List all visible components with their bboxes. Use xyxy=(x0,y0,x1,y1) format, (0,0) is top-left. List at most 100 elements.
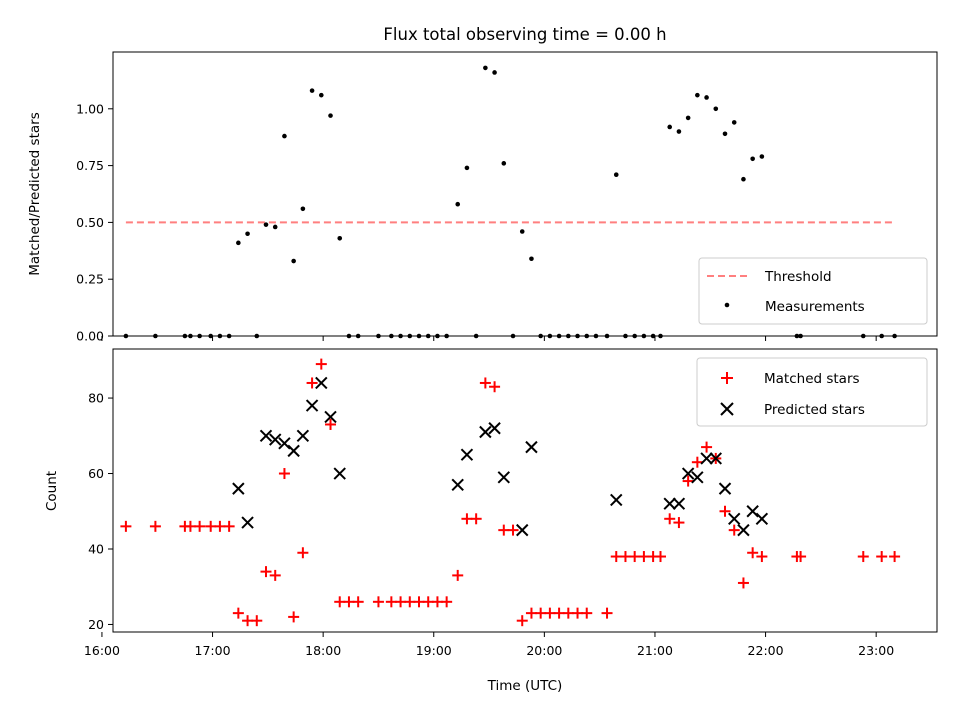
count-x-tick-label: 23:00 xyxy=(858,643,894,658)
measurement-point xyxy=(713,106,719,112)
matched-star-point xyxy=(184,520,196,532)
predicted-star-point xyxy=(746,505,759,518)
measurement-point xyxy=(695,92,700,98)
count-y-ticks: 20 40 60 80 xyxy=(88,391,113,632)
predicted-star-point xyxy=(516,523,529,537)
ratio-y-tick-label: 0.25 xyxy=(76,272,104,287)
predicted-star-point xyxy=(718,482,732,495)
matched-star-point xyxy=(214,520,226,532)
predicted-star-point xyxy=(296,429,310,442)
matched-star-point xyxy=(535,607,547,619)
predicted-star-point xyxy=(663,497,676,510)
measurement-point xyxy=(704,95,709,100)
matched-star-point xyxy=(747,547,759,559)
matched-star-point xyxy=(654,551,666,563)
matched-star-point xyxy=(876,551,888,563)
matched-star-point xyxy=(470,513,482,525)
count-y-tick-label: 20 xyxy=(88,617,104,632)
matched-star-point xyxy=(479,377,491,389)
matched-star-point xyxy=(857,551,869,563)
matched-star-point xyxy=(343,596,355,608)
matched-star-point xyxy=(242,615,254,627)
matched-star-point xyxy=(194,520,206,532)
measurement-point xyxy=(519,229,525,234)
measurement-point xyxy=(667,124,673,130)
measurement-point xyxy=(328,113,333,118)
x-axis-label: Time (UTC) xyxy=(487,678,563,694)
matched-star-point xyxy=(278,468,290,480)
predicted-star-point xyxy=(525,440,538,454)
matched-star-point xyxy=(682,475,694,487)
matched-star-point xyxy=(461,513,473,525)
matched-star-point xyxy=(673,517,685,529)
measurement-point xyxy=(613,172,619,177)
matched-star-point xyxy=(664,513,676,525)
predicted-star-point xyxy=(451,478,464,492)
predicted-legend-swatch xyxy=(720,402,734,416)
matched-star-point xyxy=(422,596,434,608)
count-y-tick-label: 40 xyxy=(88,541,104,556)
predicted-star-point xyxy=(728,512,741,526)
count-x-tick-label: 17:00 xyxy=(195,643,231,658)
matched-legend-swatch xyxy=(721,372,733,384)
ratio-y-ticks: 0.00 0.25 0.50 0.75 1.00 xyxy=(76,101,113,344)
predicted-star-point xyxy=(460,448,474,461)
matched-star-point xyxy=(691,456,703,468)
matched-star-point xyxy=(404,596,416,608)
measurement-point xyxy=(529,256,534,262)
matched-star-point xyxy=(489,381,501,393)
count-legend-box xyxy=(696,357,928,427)
measurement-point xyxy=(759,154,765,159)
measurement-point xyxy=(722,131,728,137)
count-x-tick-label: 19:00 xyxy=(416,643,452,658)
count-x-ticks: 16:00 17:00 18:00 19:00 20:00 21:00 22:00 23:00 xyxy=(84,632,894,658)
matched-star-point xyxy=(498,524,510,536)
predicted-star-point xyxy=(488,422,501,435)
predicted-star-point xyxy=(259,429,273,442)
predicted-star-point xyxy=(287,444,300,458)
matched-star-point xyxy=(334,596,346,608)
matched-star-point xyxy=(525,607,537,619)
matched-star-point xyxy=(223,520,235,532)
matched-star-point xyxy=(297,547,309,559)
ratio-legend-box xyxy=(698,257,928,325)
matched-star-point xyxy=(638,551,650,563)
ratio-legend: Threshold Measurements xyxy=(698,257,928,325)
count-panel: 20 40 60 80 16:00 17:00 18:00 19:00 20:00 21:00 2… xyxy=(44,348,938,694)
matched-star-point xyxy=(701,441,713,453)
matched-star-point xyxy=(395,596,407,608)
matched-star-point xyxy=(269,569,281,581)
ratio-plot-frame xyxy=(112,51,938,337)
matched-star-point xyxy=(581,607,593,619)
matched-star-point xyxy=(516,615,528,627)
matched-star-point xyxy=(325,418,337,430)
count-legend: Matched stars Predicted stars xyxy=(696,357,928,427)
measurement-point xyxy=(291,258,296,264)
matched-star-point xyxy=(232,607,244,619)
chart-title: Flux total observing time = 0.00 h xyxy=(383,25,666,44)
matched-star-point xyxy=(610,551,622,563)
count-x-tick-label: 20:00 xyxy=(526,643,562,658)
measurements-legend-swatch xyxy=(724,302,730,308)
measurement-point xyxy=(750,156,755,162)
measurement-point xyxy=(263,222,269,227)
predicted-star-point xyxy=(232,482,245,495)
count-y-axis-label: Count xyxy=(44,471,60,511)
measurement-point xyxy=(685,115,691,121)
measurement-point xyxy=(501,161,507,166)
predicted-star-point xyxy=(672,497,686,510)
matched-star-point xyxy=(737,577,749,589)
predicted-star-point xyxy=(305,399,319,412)
measurement-point xyxy=(309,88,315,93)
matched-star-point xyxy=(251,615,263,627)
predicted-star-point xyxy=(241,516,254,529)
matched-star-point xyxy=(795,551,807,563)
matched-star-point xyxy=(288,611,300,623)
matched-star-point xyxy=(562,607,574,619)
matched-star-point xyxy=(728,524,740,536)
matched-star-point xyxy=(544,607,556,619)
predicted-star-point xyxy=(691,471,704,484)
matched-star-point xyxy=(205,520,217,532)
predicted-star-point xyxy=(324,410,337,424)
matched-star-point xyxy=(889,551,901,563)
